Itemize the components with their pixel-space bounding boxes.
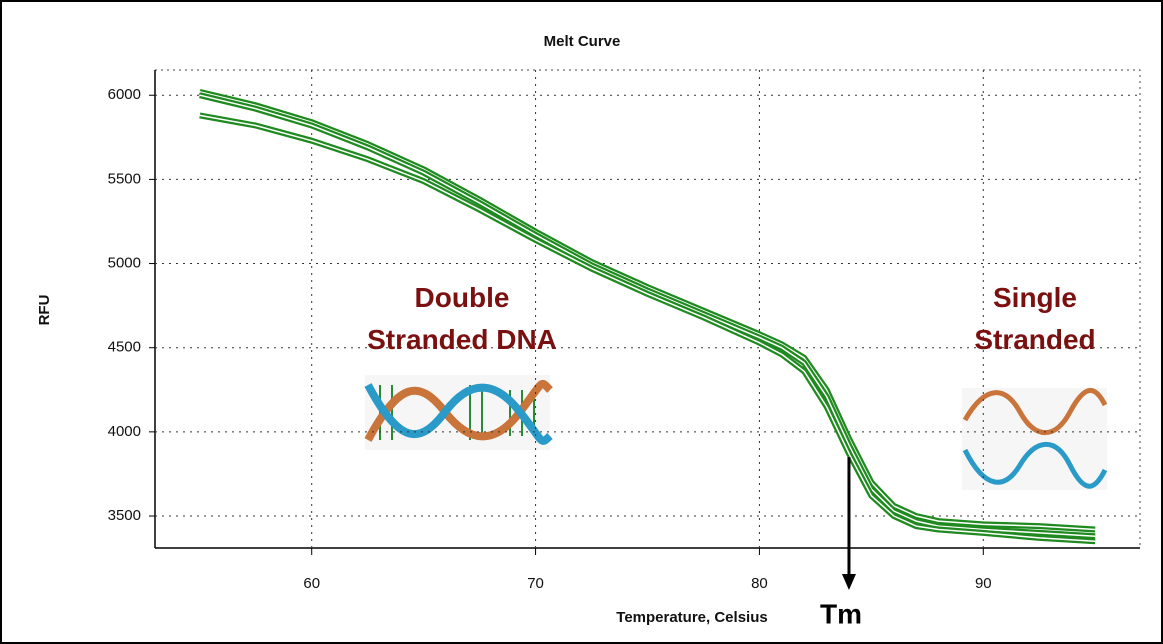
tm-arrow-head: [841, 574, 856, 590]
tm-label: Tm: [820, 598, 862, 629]
annotation-line: Stranded DNA: [367, 324, 557, 355]
annotation-line: Double: [415, 282, 510, 313]
x-tick-label: 90: [975, 575, 992, 592]
y-tick-label: 3500: [108, 507, 141, 524]
double-helix-icon: [364, 375, 553, 450]
chart-title: Melt Curve: [544, 33, 621, 50]
series-line-highlight: [199, 91, 1096, 531]
x-tick-label: 60: [303, 575, 320, 592]
x-axis-title: Temperature, Celsius: [616, 609, 767, 626]
y-axis-title: RFU: [36, 295, 53, 326]
series-line-highlight: [199, 94, 1096, 537]
y-tick-label: 6000: [108, 86, 141, 103]
annotation: Double Stranded DNA: [367, 282, 557, 355]
y-tick-label: 5500: [108, 170, 141, 187]
single-strand-icon: [962, 387, 1108, 490]
y-tick-label: 5000: [108, 255, 141, 272]
x-tick-label: 80: [751, 575, 768, 592]
plot-area: [154, 69, 1141, 549]
series-line-highlight: [199, 114, 1096, 543]
y-tick-label: 4000: [108, 423, 141, 440]
annotation-line: Single: [993, 282, 1077, 313]
y-tick-label: 4500: [108, 339, 141, 356]
x-tick-label: 70: [527, 575, 544, 592]
annotation: Single Stranded: [974, 282, 1095, 355]
annotation-line: Stranded: [974, 324, 1095, 355]
